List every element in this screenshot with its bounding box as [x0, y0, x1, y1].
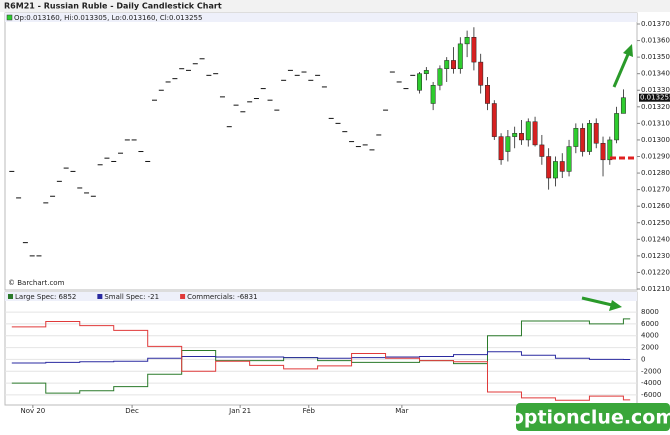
cot-panel — [4, 291, 638, 406]
candle-body — [512, 133, 518, 137]
candle-body — [423, 70, 429, 74]
watermark: optionclue.com — [511, 407, 670, 429]
arrow-right — [581, 296, 613, 307]
legend-swatch — [8, 294, 13, 299]
last-price-box — [639, 93, 670, 102]
legend-label: Small Spec: -21 — [104, 293, 159, 301]
candle-body — [457, 43, 463, 69]
last-price-label: 0.013255 — [640, 94, 670, 102]
cot-legend-bar — [5, 292, 637, 301]
title-bar — [0, 0, 670, 12]
x-tick-label: Nov 20 — [20, 407, 45, 415]
legend-swatch — [97, 294, 103, 299]
legend-bar — [5, 13, 637, 22]
arrow-head — [609, 300, 622, 311]
candle-body — [586, 123, 592, 152]
candle-body — [566, 146, 572, 172]
candle-body — [498, 136, 504, 161]
x-tick-label: Mar — [395, 407, 408, 415]
credit: © Barchart.com — [8, 279, 65, 287]
x-tick-label: Jan 21 — [228, 407, 251, 415]
arrow-up — [612, 51, 631, 88]
candle-body — [553, 161, 558, 179]
legend-label: Commercials: -6831 — [187, 293, 257, 301]
price-panel — [4, 12, 638, 291]
y-tick-label: -4000 — [641, 379, 661, 387]
candle-body — [437, 68, 443, 86]
candle-body — [532, 121, 538, 146]
y-tick-label: 6000 — [641, 320, 659, 328]
candle-body — [580, 128, 586, 152]
candle-body — [430, 85, 436, 104]
candle-body — [417, 73, 422, 91]
y-tick-label: 8000 — [641, 308, 659, 316]
annotations — [581, 44, 637, 311]
legend-swatch — [180, 294, 186, 299]
candle-body — [620, 97, 626, 114]
candle-body — [471, 36, 477, 63]
candle-body — [546, 156, 552, 179]
candle-body — [573, 128, 579, 147]
legend-swatch — [6, 14, 13, 21]
x-tick-label: Feb — [303, 407, 316, 415]
candle-body — [451, 60, 456, 69]
ohlc-legend: Op:0.013160, Hi:0.013305, Lo:0.013160, C… — [14, 14, 202, 22]
x-tick-label: Dec — [125, 407, 139, 415]
candle-body — [614, 113, 620, 141]
y-tick-label: -2000 — [641, 367, 661, 375]
candle-body — [491, 103, 497, 137]
candle-body — [519, 133, 524, 141]
step-line — [11, 321, 631, 401]
candle-body — [525, 121, 531, 141]
y-tick-label: 4000 — [641, 332, 659, 340]
chart-title: R6M21 - Russian Ruble - Daily Candlestic… — [4, 2, 222, 11]
candle-body — [485, 85, 490, 104]
candle-body — [505, 136, 511, 152]
candle-body — [464, 36, 470, 45]
candle-body — [607, 139, 613, 161]
watermark-box — [516, 403, 670, 431]
candle-body — [559, 161, 565, 172]
candle-body — [593, 123, 599, 144]
candle-body — [539, 144, 545, 157]
y-tick-label: -6000 — [641, 391, 661, 399]
candle-body — [600, 142, 606, 161]
candle-body — [478, 61, 484, 86]
arrow-head — [623, 44, 633, 57]
step-line — [11, 318, 631, 394]
y-tick-label: 0 — [641, 355, 645, 363]
candle-body — [444, 60, 450, 69]
y-tick-label: 2000 — [641, 344, 659, 352]
legend-label: Large Spec: 6852 — [15, 293, 76, 301]
